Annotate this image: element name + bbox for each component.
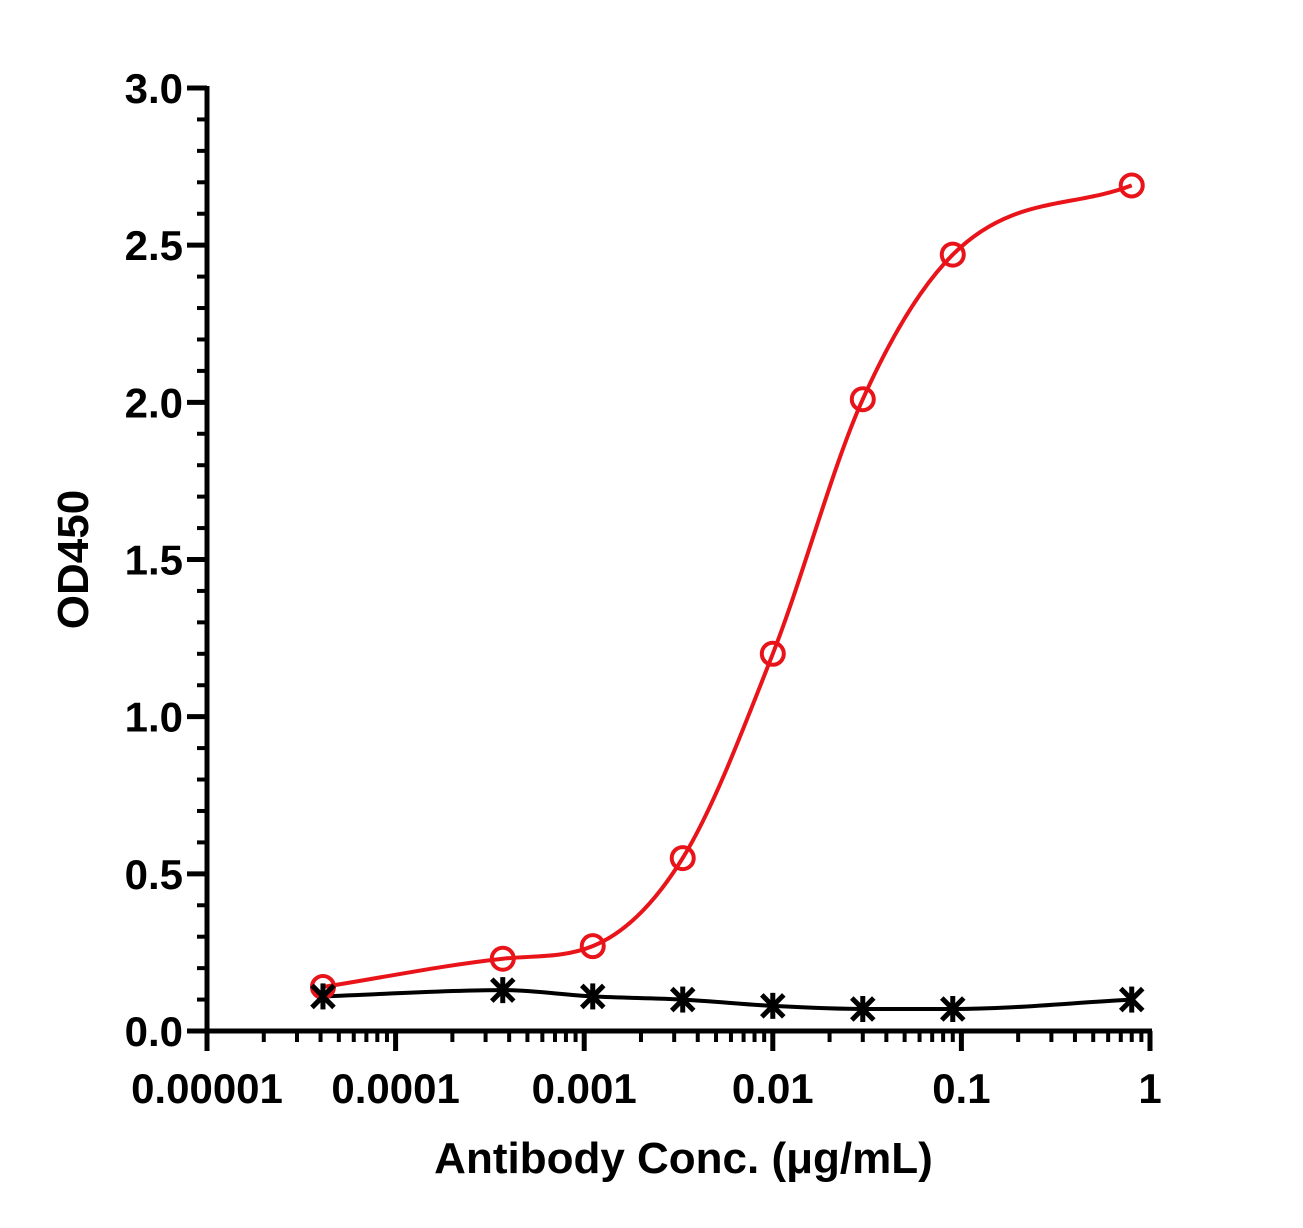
fit-curve-1	[322, 988, 1132, 1012]
data-point-circle	[579, 933, 606, 960]
x-tick-label: 1	[1138, 1065, 1161, 1112]
y-tick-label: 2.5	[125, 222, 183, 269]
data-point-asterisk	[1118, 986, 1145, 1013]
x-axis-ticks: 0.00001 0.0001 0.001 0.01 0.1 1	[131, 1031, 1162, 1112]
data-point-asterisk	[940, 995, 966, 1022]
data-point-circle	[759, 640, 786, 667]
y-tick-label: 3.0	[125, 65, 183, 112]
data-point-circle	[669, 845, 696, 872]
x-tick-label: 0.001	[532, 1065, 637, 1112]
data-point-asterisk	[850, 995, 876, 1022]
data-point-asterisk	[760, 992, 786, 1019]
y-axis-ticks: 0.0 0.5 1.0 1.5 2.0 2.5 3.0	[125, 65, 207, 1055]
y-axis-title: OD450	[49, 490, 98, 629]
y-tick-label: 0.5	[125, 851, 183, 898]
data-point-circle	[1118, 172, 1145, 199]
y-tick-label: 0.0	[125, 1008, 183, 1055]
data-point-asterisk	[489, 977, 516, 1004]
x-tick-label: 0.01	[732, 1065, 814, 1112]
fit-curves	[322, 183, 1133, 1012]
x-tick-label: 0.1	[932, 1065, 990, 1112]
data-point-circle	[939, 241, 966, 268]
data-point-asterisk	[579, 983, 606, 1010]
fit-curve-0	[322, 183, 1133, 989]
data-point-asterisk	[310, 983, 336, 1010]
data-point-circle	[489, 945, 516, 972]
data-point-asterisk	[669, 986, 696, 1013]
x-tick-label: 0.00001	[131, 1065, 283, 1112]
x-tick-label: 0.0001	[331, 1065, 459, 1112]
y-tick-label: 1.0	[125, 694, 183, 741]
data-point-circle	[849, 386, 876, 413]
y-tick-label: 2.0	[125, 379, 183, 426]
data-points	[309, 172, 1145, 1022]
y-tick-label: 1.5	[125, 537, 183, 584]
x-axis-title: Antibody Conc. (μg/mL)	[434, 1134, 933, 1183]
